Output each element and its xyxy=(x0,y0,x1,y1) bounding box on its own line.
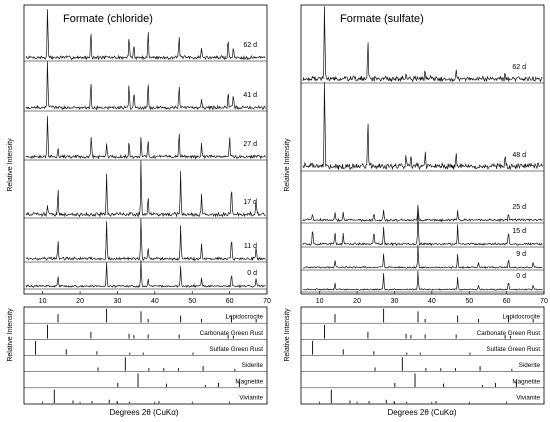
pattern-line-27d xyxy=(25,116,266,160)
left-main-marks: 62 d 41 d 27 d 17 d 11 d 0 d xyxy=(24,9,267,290)
left-ref-ylabel: Relative Intensity xyxy=(7,308,14,362)
right-xlabel: Degrees 2θ (CuKα) xyxy=(387,408,456,417)
reference-label: Sulfate Green Rust xyxy=(486,346,540,353)
x-tick-label: 70 xyxy=(263,298,271,305)
x-tick-label: 20 xyxy=(353,298,361,305)
reference-label: Vivianite xyxy=(239,394,263,401)
left-reference-marks: Lepidocrocite Carbonate Green Rust Sulfate… xyxy=(24,308,267,404)
right-ylabel: Relative Intensity xyxy=(284,138,291,192)
right-title: Formate (sulfate) xyxy=(340,13,424,25)
x-tick-label: 60 xyxy=(226,298,234,305)
pattern-line-41d xyxy=(25,61,266,111)
left-panel: Relative Intensity Relative Intensity Fo… xyxy=(7,4,271,417)
right-main-marks: 62 d 48 d 25 d 15 d 9 d 0 d xyxy=(301,6,544,293)
left-ylabel: Relative Intensity xyxy=(7,138,14,192)
right-panel: Relative Intensity Relative Intensity Fo… xyxy=(284,4,548,417)
pattern-label: 9 d xyxy=(516,251,526,258)
reference-label: Sulfate Green Rust xyxy=(209,346,263,353)
pattern-label: 62 d xyxy=(243,42,257,49)
pattern-line-0d xyxy=(302,270,543,291)
x-tick-label: 70 xyxy=(540,298,548,305)
pattern-line-17d xyxy=(25,160,266,218)
pattern-label: 48 d xyxy=(512,152,526,159)
pattern-line-62d xyxy=(25,9,266,61)
right-main-frame xyxy=(300,4,545,295)
right-reference-marks: Lepidocrocite Carbonate Green Rust Sulfate… xyxy=(301,308,544,404)
pattern-label: 11 d xyxy=(244,243,257,250)
pattern-label: 41 d xyxy=(243,92,257,99)
x-tick-label: 10 xyxy=(316,298,324,305)
pattern-line-11d xyxy=(25,218,266,262)
left-x-ticks: 10 20 30 40 50 60 70 xyxy=(39,291,271,404)
reference-label: Lepidocrocite xyxy=(226,314,264,321)
left-title: Formate (chloride) xyxy=(63,13,153,25)
x-tick-label: 10 xyxy=(39,298,47,305)
reference-label: Siderite xyxy=(242,362,264,369)
reference-label: Vivianite xyxy=(516,394,540,401)
x-tick-label: 50 xyxy=(465,298,473,305)
pattern-line-25d xyxy=(302,204,543,223)
pattern-line-0d xyxy=(25,260,266,289)
pattern-label: 27 d xyxy=(243,141,257,148)
reference-label: Carbonate Green Rust xyxy=(477,330,541,337)
pattern-label: 62 d xyxy=(512,64,526,71)
pattern-line-15d xyxy=(302,212,543,247)
right-ref-ylabel: Relative Intensity xyxy=(284,308,291,362)
x-tick-label: 30 xyxy=(114,298,122,305)
pattern-label: 25 d xyxy=(512,204,526,211)
left-xlabel: Degrees 2θ (CuKα) xyxy=(109,408,178,417)
right-x-ticks: 10 20 30 40 50 60 70 xyxy=(316,291,548,404)
x-tick-label: 40 xyxy=(151,298,159,305)
reference-label: Magnetite xyxy=(512,378,540,385)
reference-label: Siderite xyxy=(519,362,541,369)
reference-label: Lepidocrocite xyxy=(503,314,541,321)
pattern-line-9d xyxy=(302,244,543,270)
pattern-label: 15 d xyxy=(512,228,526,235)
x-tick-label: 20 xyxy=(76,298,84,305)
pattern-label: 0 d xyxy=(247,270,257,277)
x-tick-label: 50 xyxy=(188,298,196,305)
reference-label: Carbonate Green Rust xyxy=(200,330,264,337)
pattern-label: 17 d xyxy=(243,199,257,206)
left-main-frame xyxy=(23,4,268,295)
pattern-label: 0 d xyxy=(516,273,526,280)
pattern-line-62d xyxy=(302,6,543,83)
pattern-line-48d xyxy=(302,82,543,171)
x-tick-label: 40 xyxy=(428,298,436,305)
x-tick-label: 30 xyxy=(391,298,399,305)
reference-label: Magnetite xyxy=(235,378,263,385)
x-tick-label: 60 xyxy=(503,298,511,305)
